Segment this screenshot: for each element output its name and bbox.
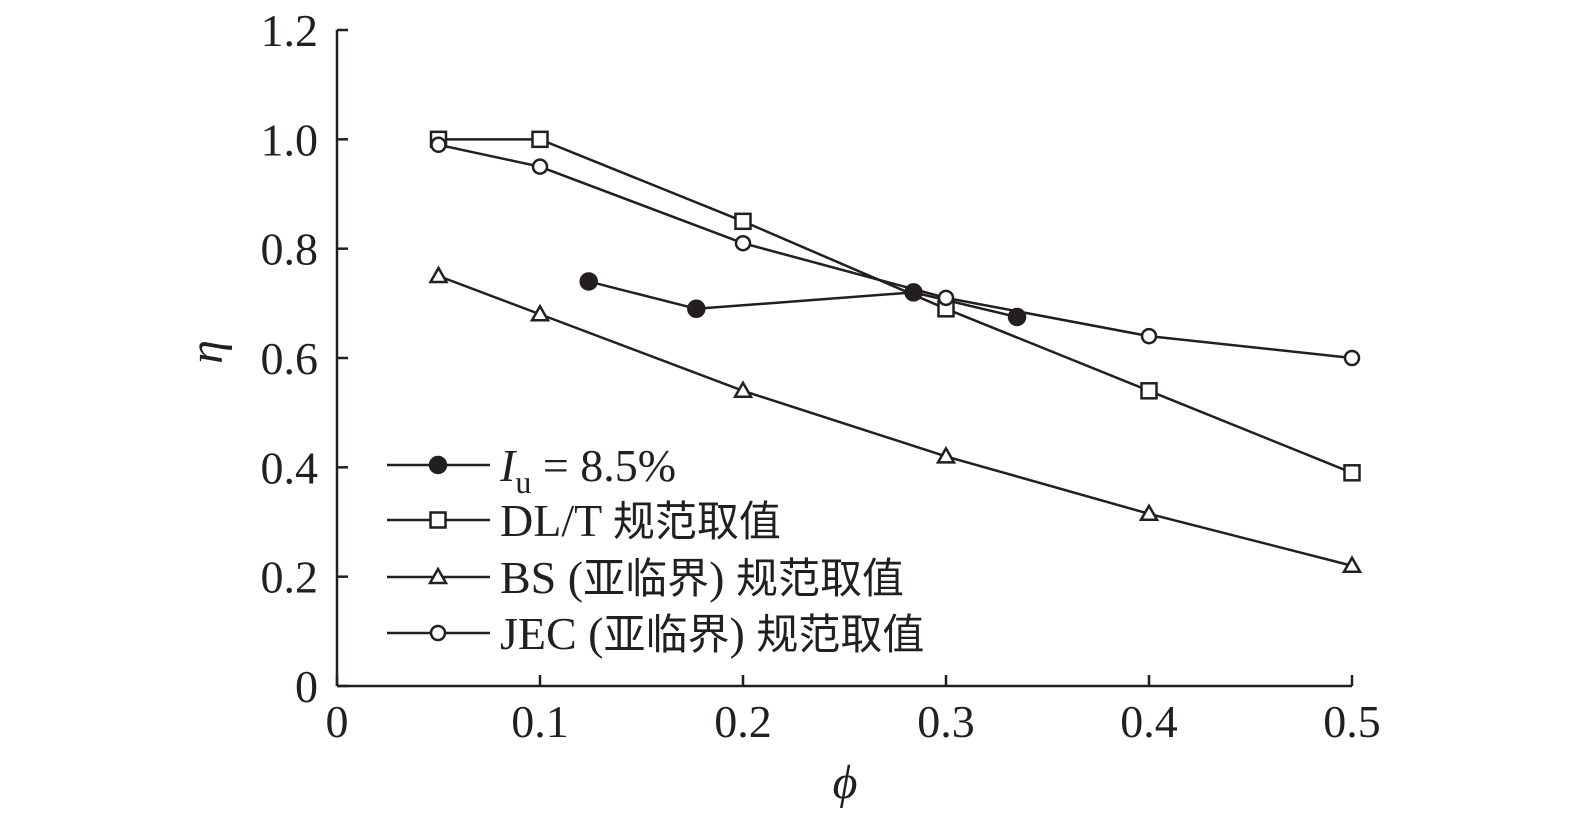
y-tick-label: 1.0	[261, 114, 319, 165]
data-point	[430, 136, 447, 154]
data-point	[937, 289, 955, 307]
data-point	[732, 380, 754, 399]
legend-item-1: Iu = 8.5%	[387, 440, 676, 500]
data-point	[1140, 382, 1158, 400]
legend-label: Iu = 8.5%	[499, 440, 676, 500]
data-point	[531, 158, 549, 175]
data-point	[1343, 349, 1361, 367]
y-tick-label: 0	[295, 661, 318, 712]
data-point	[1140, 327, 1158, 345]
series-layer	[428, 130, 1363, 573]
y-tick-label: 0.6	[261, 333, 319, 384]
data-point	[1138, 503, 1160, 522]
legend-label: BS (亚临界) 规范取值	[500, 552, 904, 603]
legend-marker	[428, 455, 448, 475]
data-point	[579, 272, 598, 291]
legend-marker	[429, 624, 447, 642]
legend-item-3: BS (亚临界) 规范取值	[387, 552, 904, 603]
data-point	[529, 303, 551, 322]
legend-marker	[429, 511, 447, 529]
data-point	[1343, 464, 1361, 482]
series-line	[588, 280, 1018, 319]
x-tick-label: 0.2	[714, 696, 772, 747]
legend-item-2: DL/T 规范取值	[387, 495, 781, 546]
axes: 0 0.2 0.4 0.6 0.8 1.0 1.2 0 0.1 0.2 0.3 0.4 0.5	[261, 5, 1381, 747]
y-tick-label: 0.8	[261, 224, 319, 275]
data-point	[428, 265, 449, 284]
y-tick-label: 1.2	[261, 5, 319, 56]
legend-label: JEC (亚临界) 规范取值	[500, 608, 924, 659]
series-2	[429, 130, 1361, 482]
legend-label: DL/T 规范取值	[500, 495, 781, 546]
x-tick-label: 0.4	[1120, 696, 1178, 747]
data-point	[1341, 555, 1363, 573]
series-line	[438, 274, 1353, 567]
y-axis-title: η	[180, 340, 233, 364]
series-3	[428, 265, 1363, 573]
data-point	[935, 445, 957, 464]
legend-marker	[427, 566, 449, 585]
x-tick-label: 0.1	[511, 696, 569, 747]
y-tick-label: 0.4	[261, 442, 319, 493]
data-point	[734, 234, 752, 252]
series-line	[438, 138, 1353, 474]
legend-item-4: JEC (亚临界) 规范取值	[387, 608, 924, 659]
data-point	[734, 212, 752, 231]
x-tick-label: 0.3	[917, 696, 975, 747]
x-tick-label: 0.5	[1323, 696, 1381, 747]
x-axis-title: ϕ	[833, 756, 858, 809]
data-point	[687, 299, 706, 319]
series-line	[438, 143, 1353, 360]
x-tick-label: 0	[326, 696, 349, 747]
y-tick-label: 0.2	[261, 552, 319, 603]
data-point	[531, 130, 549, 149]
series-4	[430, 136, 1361, 367]
